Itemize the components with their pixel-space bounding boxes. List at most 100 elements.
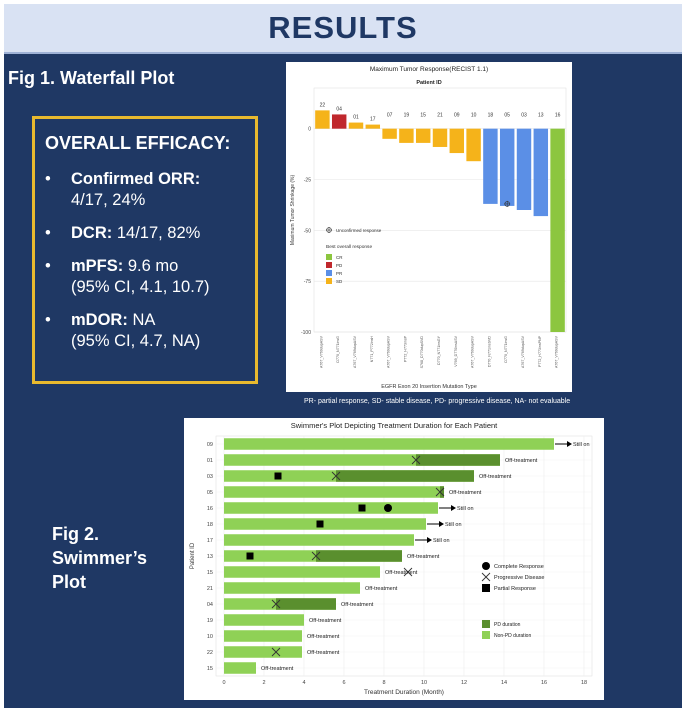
status-label: Off-treatment — [479, 474, 512, 480]
y-tick-label: 0 — [308, 127, 311, 133]
waterfall-bar — [432, 128, 448, 147]
bullet: • — [45, 224, 51, 242]
x-tick-label: 16 — [541, 680, 547, 686]
x-tick-label: A767_V769dupASV — [555, 335, 559, 368]
non-pd-bar — [224, 534, 414, 546]
x-axis-label: Treatment Duration (Month) — [364, 689, 444, 696]
y-tick-label: 21 — [207, 586, 213, 592]
efficacy-ci: (95% CI, 4.1, 10.7) — [71, 278, 210, 296]
non-pd-bar — [224, 646, 302, 658]
bullet: • — [45, 170, 51, 188]
status-label: Off-treatment — [307, 634, 340, 640]
waterfall-bar — [365, 124, 381, 129]
legend-label: Partial Response — [494, 586, 536, 592]
legend-title: Best overall response — [326, 244, 372, 250]
pd-bar — [440, 486, 444, 498]
status-label: Still on — [433, 538, 450, 544]
waterfall-bar — [516, 128, 532, 210]
legend-pd-duration-swatch — [482, 620, 490, 628]
legend-label: Non-PD duration — [494, 633, 531, 639]
status-label: Off-treatment — [505, 458, 538, 464]
waterfall-bar — [499, 128, 515, 206]
efficacy-item-mpfs: • mPFS: 9.6 mo (95% CI, 4.1, 10.7) — [43, 256, 255, 298]
partial-response-marker — [274, 472, 282, 480]
overall-efficacy-box: OVERALL EFFICACY: • Confirmed ORR: 4/17, 2… — [32, 116, 258, 384]
waterfall-bar — [415, 128, 431, 143]
waterfall-chart: Maximum Tumor Response(RECIST 1.1) Patien… — [290, 66, 567, 390]
waterfall-bar — [348, 122, 364, 129]
legend-label: Progressive Disease — [494, 575, 544, 581]
status-label: Off-treatment — [307, 650, 340, 656]
status-label: Off-treatment — [341, 602, 374, 608]
efficacy-item-mdor: • mDOR: NA (95% CI, 4.7, NA) — [43, 310, 255, 352]
complete-response-marker — [384, 504, 392, 512]
progression-marker — [403, 567, 413, 577]
legend-label: SD — [336, 279, 343, 284]
bar-patient-id: 16 — [555, 113, 561, 119]
y-tick-label: 05 — [207, 490, 213, 496]
progression-marker — [271, 647, 281, 657]
efficacy-value: 4/17, 24% — [71, 191, 146, 209]
progression-marker — [435, 487, 445, 497]
y-tick-label: 18 — [207, 522, 213, 528]
x-tick-label: P772_H773insP — [403, 335, 407, 362]
waterfall-bar — [382, 128, 397, 139]
progression-marker — [331, 471, 341, 481]
status-label: Off-treatment — [365, 586, 398, 592]
y-tick-label: -100 — [301, 330, 311, 336]
legend-swatch — [326, 262, 332, 268]
x-tick-label: 10 — [421, 680, 427, 686]
x-tick-label: 4 — [302, 680, 305, 686]
status-label: Off-treatment — [261, 666, 294, 672]
waterfall-bar — [466, 128, 481, 162]
x-tick-label: S768_D770dupSVD — [420, 336, 424, 369]
y-axis-label: Patient ID — [190, 542, 196, 569]
pd-bar — [316, 550, 402, 562]
partial-response-marker — [316, 520, 324, 528]
partial-response-marker — [246, 552, 254, 560]
waterfall-bar — [533, 128, 549, 217]
pd-bar — [416, 454, 500, 466]
bar-patient-id: 21 — [437, 113, 443, 119]
bar-patient-id: 07 — [387, 113, 393, 119]
legend-cr-icon — [482, 562, 490, 570]
x-tick-label: N771_P772insH — [370, 336, 374, 363]
legend-label: PD — [336, 263, 343, 268]
footnote: PR- partial response, SD- stable disease… — [304, 398, 571, 405]
bar-patient-id: 15 — [420, 113, 426, 119]
status-label: Off-treatment — [407, 554, 440, 560]
bar-patient-id: 17 — [370, 117, 376, 123]
fig2-title-line: Plot — [52, 572, 86, 592]
non-pd-bar — [224, 502, 438, 514]
x-tick-label: 0 — [222, 680, 225, 686]
legend-swatch — [326, 270, 332, 276]
y-tick-label: 15 — [207, 570, 213, 576]
pd-bar — [336, 470, 474, 482]
legend-swatch — [326, 254, 332, 260]
status-label: Off-treatment — [385, 570, 418, 576]
bar-patient-id: 04 — [336, 106, 342, 112]
bar-patient-id: 10 — [471, 113, 477, 119]
poster: RESULTS Fig 1. Waterfall Plot OVERALL EF… — [4, 4, 682, 708]
fig2-title-line: Fig 2. — [52, 524, 100, 544]
x-tick-label: 14 — [501, 680, 507, 686]
fig1-title: Fig 1. Waterfall Plot — [8, 68, 175, 88]
x-tick-label: A767_V769dupASV — [353, 335, 357, 368]
non-pd-bar — [224, 662, 256, 674]
legend-pr-icon — [482, 584, 490, 592]
waterfall-bar — [449, 128, 465, 154]
waterfall-bar — [550, 128, 565, 332]
y-tick-label: 13 — [207, 554, 213, 560]
results-header: RESULTS — [4, 4, 682, 54]
x-tick-label: 18 — [581, 680, 587, 686]
progression-marker — [411, 455, 421, 465]
y-tick-label: 01 — [207, 458, 213, 464]
still-on-arrow — [439, 521, 444, 527]
legend-non-pd-duration-swatch — [482, 631, 490, 639]
bar-patient-id: 19 — [404, 113, 410, 119]
non-pd-bar — [224, 630, 302, 642]
x-tick-label: 6 — [342, 680, 345, 686]
chart-subtitle: Patient ID — [416, 80, 441, 86]
y-tick-label: 16 — [207, 506, 213, 512]
bullet: • — [45, 311, 51, 329]
